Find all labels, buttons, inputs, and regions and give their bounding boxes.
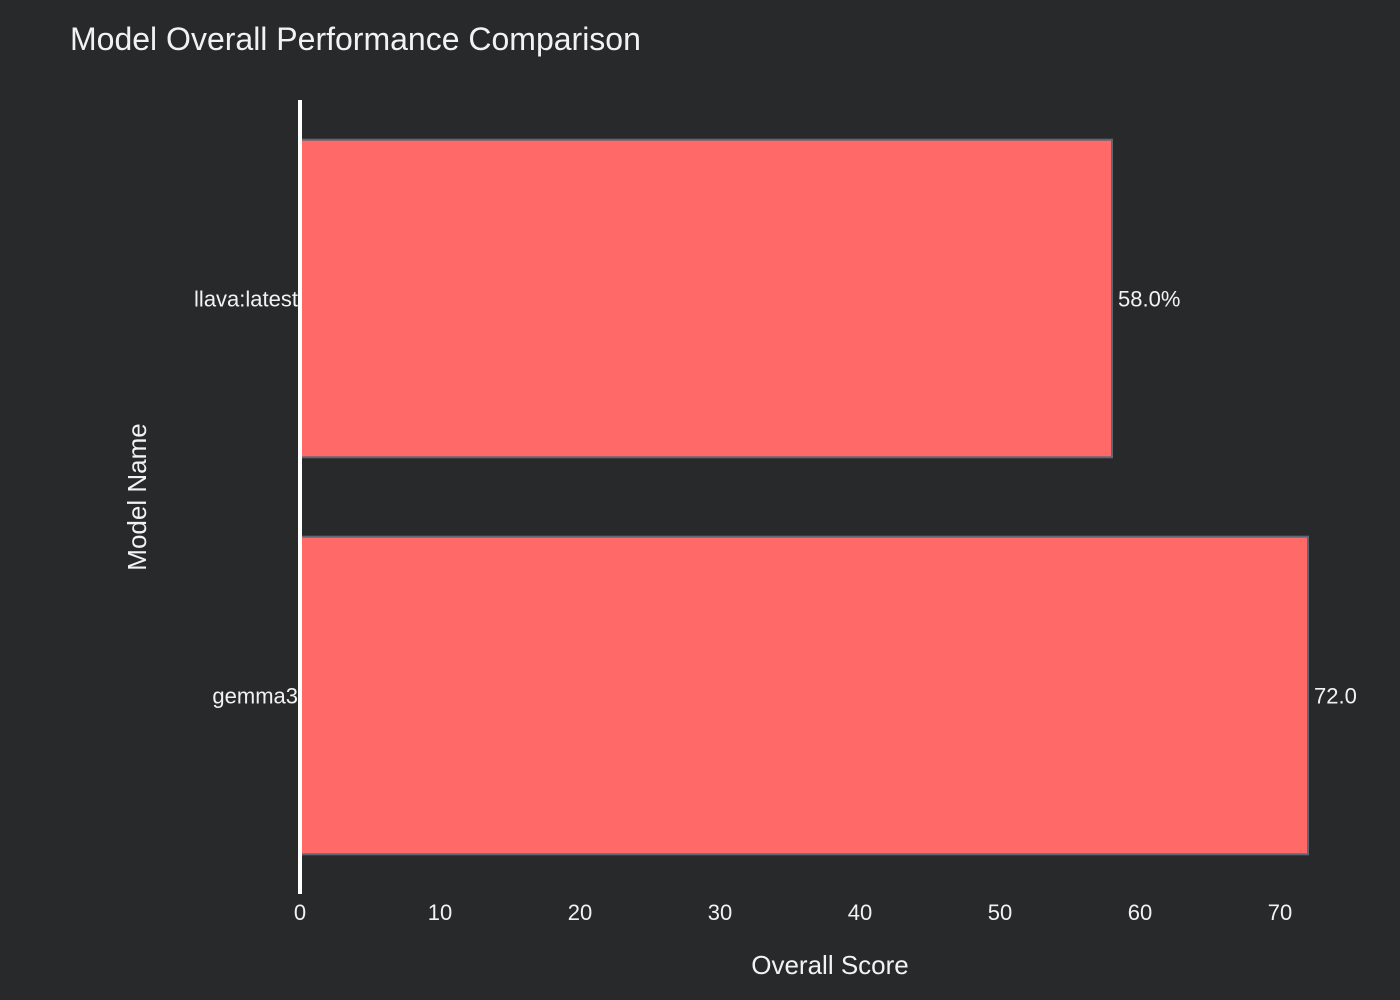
bars-layer [299,138,1309,856]
x-tick-label: 50 [988,900,1012,925]
x-tick-labels: 0 10 20 30 40 50 60 70 [294,900,1292,925]
x-tick-label: 30 [708,900,732,925]
chart-title: Model Overall Performance Comparison [70,21,641,57]
x-tick-label: 60 [1128,900,1152,925]
y-axis-title: Model Name [122,423,152,570]
y-tick-labels: llava:latest gemma3 [194,287,298,709]
x-tick-label: 70 [1268,900,1292,925]
x-axis-title: Overall Score [751,950,909,980]
bar-llava-latest [299,138,1113,459]
data-label: 58.0% [1118,287,1180,312]
x-tick-label: 10 [428,900,452,925]
bar-gemma3 [299,535,1309,856]
y-tick-label: llava:latest [194,287,298,312]
data-labels: 58.0% 72.0 [1118,287,1357,709]
y-tick-label: gemma3 [212,684,298,709]
data-label: 72.0 [1314,684,1357,709]
x-tick-label: 20 [568,900,592,925]
x-tick-label: 40 [848,900,872,925]
x-tick-label: 0 [294,900,306,925]
